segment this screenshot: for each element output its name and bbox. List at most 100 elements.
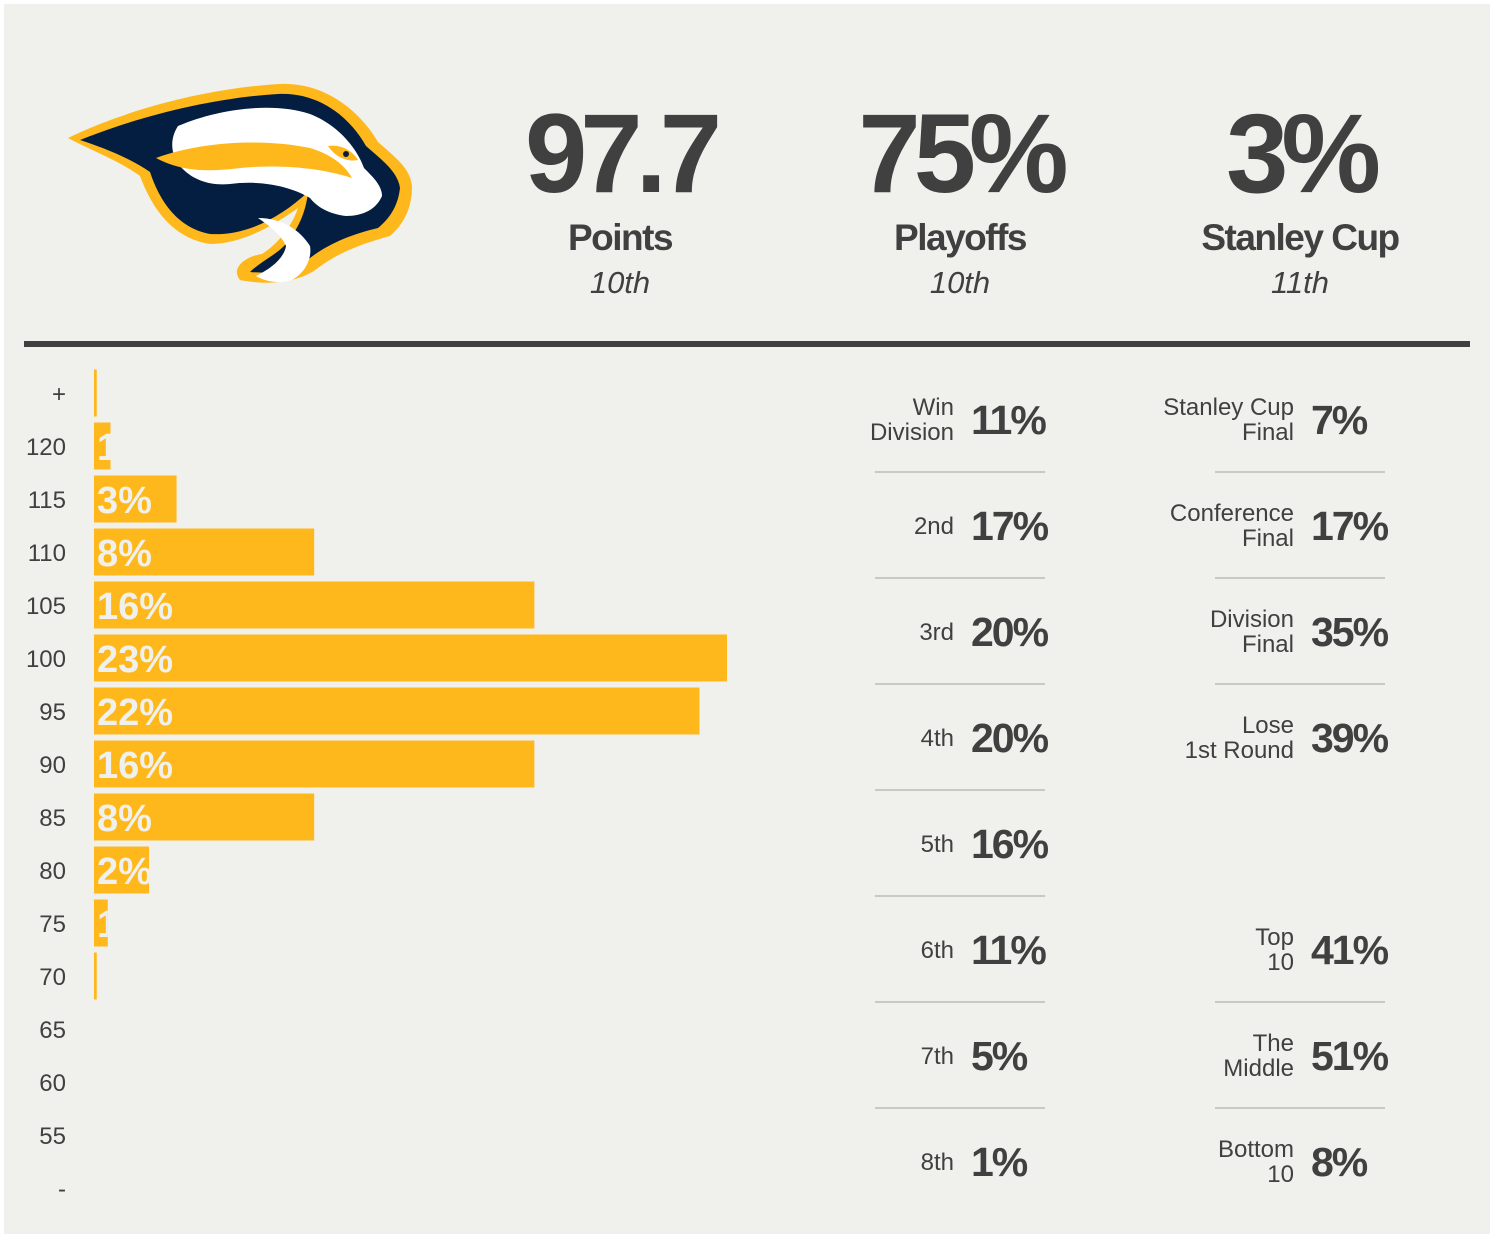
stat-row-value: 5% xyxy=(971,1032,1028,1079)
stat-row-label-line: Stanley Cup xyxy=(1163,394,1294,421)
stat-row-label: Stanley Cup Final xyxy=(1163,367,1294,473)
histogram-bar xyxy=(94,899,108,947)
points-stat: 97.7 Points 10th xyxy=(470,91,770,300)
row-divider xyxy=(1215,471,1385,473)
y-tick-label: 85 xyxy=(39,805,66,832)
stat-row: 6th 11% xyxy=(875,897,1047,1003)
stat-row-label-line: 1st Round xyxy=(1184,737,1294,764)
stat-row-value: 17% xyxy=(971,502,1049,549)
histogram-bar xyxy=(94,369,97,417)
row-divider xyxy=(875,789,1045,791)
stat-row-label-line: 2nd xyxy=(913,512,954,540)
bar-value-label: 2% xyxy=(97,851,152,893)
y-tick-label: 120 xyxy=(26,434,66,461)
playoffs-rank: 10th xyxy=(929,265,991,300)
y-tick-label: 90 xyxy=(39,752,66,779)
stat-row-label-line: 7th xyxy=(920,1042,954,1070)
histogram-bar xyxy=(94,475,177,523)
stat-row-label-line: Top xyxy=(1255,924,1294,951)
stat-row-label: Conference Final xyxy=(1170,473,1294,579)
stat-row-label-line: The xyxy=(1252,1030,1294,1057)
y-tick-label: 115 xyxy=(28,487,66,514)
histogram-bar xyxy=(94,687,700,735)
histogram-bar xyxy=(94,952,97,1000)
stat-row: Top 10 41% xyxy=(1215,897,1389,1003)
stat-row-value: 20% xyxy=(971,714,1049,761)
y-tick-label: 55 xyxy=(39,1123,66,1150)
y-tick-label: 80 xyxy=(39,858,66,885)
stat-row-value: 41% xyxy=(1311,926,1389,973)
stat-row-label-line: Middle xyxy=(1223,1055,1294,1082)
stat-row: Stanley Cup Final 7% xyxy=(1163,367,1385,473)
stat-row: Win Division 11% xyxy=(870,367,1047,473)
row-divider xyxy=(875,577,1045,579)
bar-value-label: 16% xyxy=(97,745,173,787)
y-tick-label: 100 xyxy=(26,646,66,673)
bar-value-label: 23% xyxy=(97,639,173,681)
stat-row-label-line: Final xyxy=(1241,419,1294,446)
stat-row-label-line: 10 xyxy=(1267,949,1294,976)
stat-row-value: 39% xyxy=(1311,714,1389,761)
stat-row-value: 1% xyxy=(971,1138,1028,1185)
stanley-cup-label: Stanley Cup xyxy=(1201,217,1400,258)
points-value: 97.7 xyxy=(525,91,722,216)
stat-row-label-line: Conference xyxy=(1169,500,1294,527)
histogram-bar xyxy=(94,581,535,629)
stat-row-label: Win Division xyxy=(870,367,954,473)
team-projection-card: 97.7 Points 10th 75% Playoffs 10th 3% St… xyxy=(4,4,1490,1234)
bar-value-label: 1 xyxy=(97,427,118,469)
stat-row: Division Final 35% xyxy=(1210,579,1389,685)
stat-row-value: 11% xyxy=(971,396,1047,443)
row-divider xyxy=(875,471,1045,473)
stat-row-label: The Middle xyxy=(1223,1003,1294,1109)
stat-row-label: Lose 1st Round xyxy=(1185,685,1294,791)
y-tick-label: - xyxy=(58,1176,66,1203)
stat-row-label: 2nd xyxy=(914,473,954,579)
stat-row-value: 17% xyxy=(1311,502,1389,549)
stat-row-label-line: Division xyxy=(1209,606,1294,633)
y-tick-label: 105 xyxy=(26,593,66,620)
histogram-bar xyxy=(94,740,535,788)
stat-row-label-line: Win xyxy=(912,394,954,421)
row-divider xyxy=(875,895,1045,897)
points-rank: 10th xyxy=(589,265,651,300)
bar-value-label: 16% xyxy=(97,586,173,628)
bar-value-label: 8% xyxy=(97,798,152,840)
y-tick-label: 60 xyxy=(39,1070,66,1097)
stat-row-label-line: Lose xyxy=(1241,712,1294,739)
playoffs-stat: 75% Playoffs 10th xyxy=(810,98,1110,300)
bar-value-label: 1 xyxy=(97,904,118,946)
stat-row-value: 11% xyxy=(971,926,1047,973)
playoffs-label: Playoffs xyxy=(894,217,1027,258)
row-divider xyxy=(1215,1107,1385,1109)
stat-row-label: Bottom 10 xyxy=(1218,1109,1294,1215)
stat-row-label-line: 6th xyxy=(920,936,954,964)
stat-row-label: 8th xyxy=(921,1109,954,1215)
row-divider xyxy=(1215,577,1385,579)
stat-row: 8th 1% xyxy=(875,1109,1045,1215)
stat-row-value: 35% xyxy=(1311,608,1389,655)
stat-row-value: 16% xyxy=(971,820,1049,867)
stat-row-label: 6th xyxy=(921,897,954,1003)
histogram-bar xyxy=(94,422,111,470)
stat-row: Bottom 10 8% xyxy=(1215,1109,1385,1215)
bar-value-label: 22% xyxy=(97,692,173,734)
y-tick-label: 75 xyxy=(39,911,66,938)
team-logo-icon xyxy=(68,83,412,283)
stat-row-value: 8% xyxy=(1311,1138,1368,1185)
stanley-cup-stat: 3% Stanley Cup 11th xyxy=(1150,98,1450,300)
stat-row-value: 20% xyxy=(971,608,1049,655)
stat-row: 5th 16% xyxy=(875,791,1049,897)
y-tick-label: 95 xyxy=(39,699,66,726)
stat-row-label: Top 10 xyxy=(1255,897,1294,1003)
histogram-bar xyxy=(94,528,315,576)
stat-row: The Middle 51% xyxy=(1215,1003,1389,1109)
stat-row-label-line: 10 xyxy=(1267,1161,1294,1188)
stat-row: 7th 5% xyxy=(875,1003,1045,1109)
stat-row: 3rd 20% xyxy=(875,579,1049,685)
stat-row-label: 5th xyxy=(921,791,954,897)
histogram-bar xyxy=(94,634,727,682)
stat-row-value: 51% xyxy=(1311,1032,1389,1079)
stat-row-label-line: 3rd xyxy=(919,618,954,646)
bar-value-label: 8% xyxy=(97,533,152,575)
